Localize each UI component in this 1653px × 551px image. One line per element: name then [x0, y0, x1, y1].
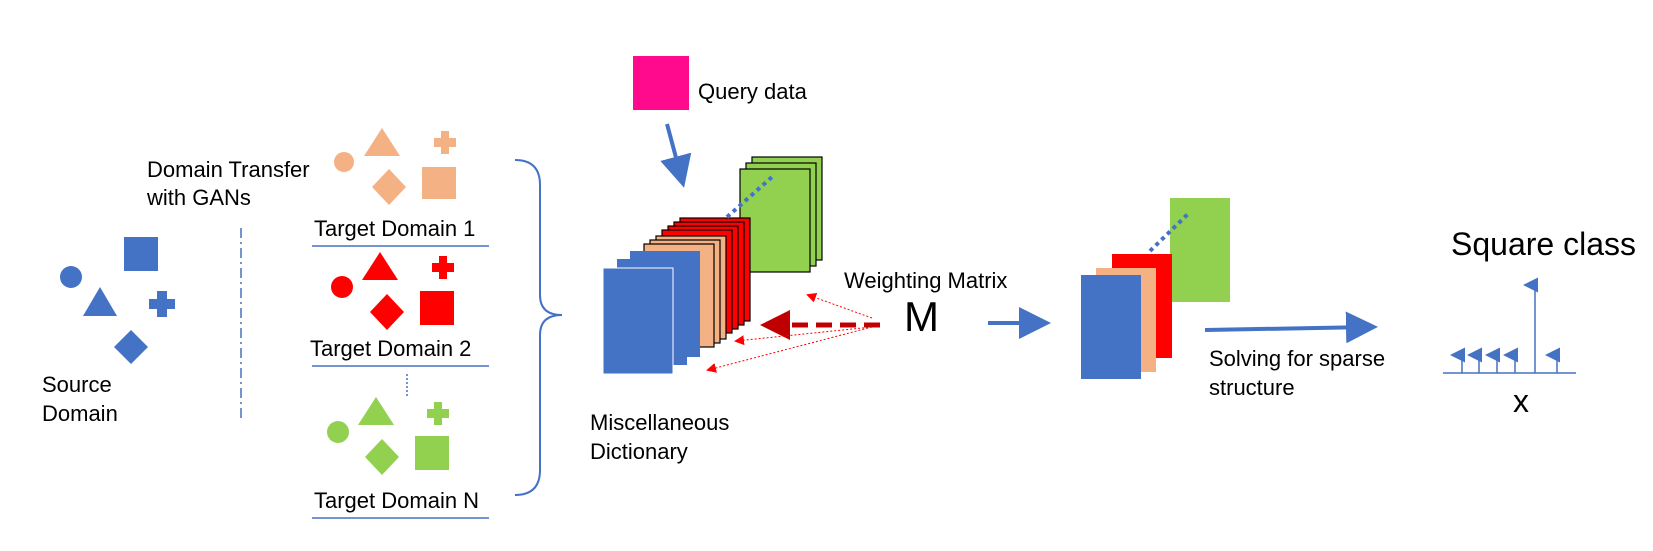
targetn-circle-shape: [327, 421, 349, 443]
atom-green-card: [1170, 198, 1230, 302]
sparse-solve-label: Solving for sparse: [1209, 346, 1386, 371]
targetn-cross-shape: [427, 402, 449, 425]
target-domain-n-label: Target Domain N: [314, 488, 480, 513]
dict-dotted-connector: [725, 175, 774, 219]
source-cross-shape: [149, 291, 175, 317]
selected-atoms-stack: [1081, 198, 1230, 379]
source-square-shape: [124, 237, 158, 271]
target2-cross-shape: [432, 256, 454, 279]
target-domain-n-shapes: [327, 397, 449, 475]
query-data-label: Query data: [698, 79, 807, 104]
domain-transfer-label: with GANs: [147, 185, 251, 210]
dictionary-stack: [602, 156, 823, 375]
target2-triangle-shape: [362, 252, 398, 280]
targetn-square-shape: [415, 436, 449, 470]
target1-triangle-shape: [364, 128, 400, 156]
target-domain-2-label: Target Domain 2: [310, 336, 472, 361]
target-domain-2-shapes: [331, 252, 454, 330]
atom-dotted-connector: [1148, 210, 1192, 253]
target1-diamond-shape: [372, 169, 406, 205]
weighting-thin-arrows: [706, 293, 873, 373]
query-data-square: [633, 56, 689, 110]
source-diamond-shape: [114, 330, 148, 364]
source-triangle-shape: [83, 287, 117, 316]
source-domain-label: Domain: [42, 401, 118, 426]
sparse-arrow: [1204, 311, 1378, 344]
dict-blue-card: [602, 267, 674, 375]
target-domain-1-label: Target Domain 1: [314, 216, 476, 241]
target-domain-1-shapes: [334, 128, 456, 205]
query-arrow: [660, 123, 692, 188]
source-domain-shapes: [60, 237, 175, 364]
curly-brace: [514, 159, 563, 496]
target1-cross-shape: [434, 131, 456, 154]
targetn-diamond-shape: [365, 439, 399, 475]
target2-diamond-shape: [370, 294, 404, 330]
target2-square-shape: [420, 291, 454, 325]
sparse-vector-label: x: [1513, 383, 1529, 419]
weighting-matrix-symbol: M: [904, 293, 939, 340]
class-result-label: Square class: [1451, 226, 1636, 262]
target1-circle-shape: [334, 152, 354, 172]
source-domain-label: Source: [42, 372, 112, 397]
domain-transfer-label: Domain Transfer: [147, 157, 310, 182]
sparse-vector-plot: [1443, 277, 1576, 374]
dictionary-label: Miscellaneous: [590, 410, 730, 435]
dict-green-card: [739, 168, 811, 273]
targetn-triangle-shape: [358, 397, 394, 425]
atom-blue-card: [1081, 275, 1141, 379]
target2-circle-shape: [331, 276, 353, 298]
dictionary-label: Dictionary: [590, 439, 688, 464]
weighting-matrix-label: Weighting Matrix: [844, 268, 1008, 293]
target1-square-shape: [422, 167, 456, 199]
sparse-solve-label: structure: [1209, 375, 1295, 400]
source-circle-shape: [60, 266, 82, 288]
